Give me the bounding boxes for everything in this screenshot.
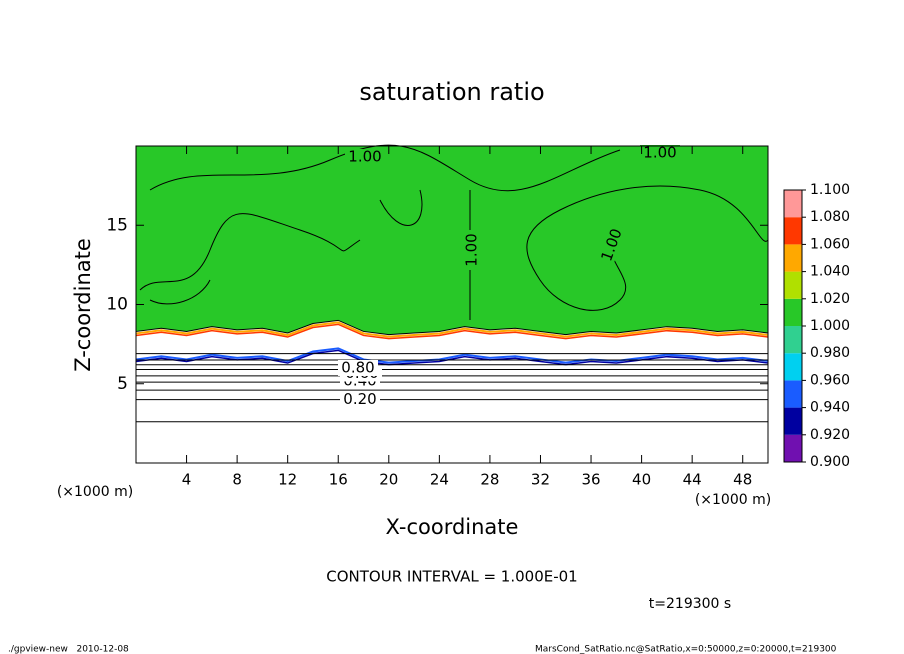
contour-label: 0.20 bbox=[343, 390, 376, 408]
y-tick-label: 5 bbox=[117, 374, 128, 394]
contour-label-bg bbox=[340, 391, 380, 408]
contour-label-bg bbox=[345, 149, 385, 165]
contour-label-bg bbox=[338, 359, 378, 376]
colorbar-label: 1.080 bbox=[810, 209, 850, 225]
contour-label-bg bbox=[464, 230, 480, 270]
edge-strip bbox=[135, 323, 769, 340]
colorbar-label: 0.960 bbox=[810, 372, 850, 388]
x-unit: (×1000 m) bbox=[695, 492, 771, 508]
contour-line bbox=[139, 213, 361, 291]
x-tick-label: 20 bbox=[379, 471, 398, 489]
contour-label: 0.80 bbox=[341, 358, 374, 376]
colorbar-label: 1.020 bbox=[810, 291, 850, 307]
colorbar-swatch bbox=[784, 244, 802, 272]
y-axis-label: Z-coordinate bbox=[71, 238, 95, 372]
colorbar-swatch bbox=[784, 380, 802, 408]
colorbar-label: 0.940 bbox=[810, 400, 850, 416]
footer-right: MarsCond_SatRatio.nc@SatRatio,x=0:50000,… bbox=[535, 645, 837, 654]
colorbar-label: 0.980 bbox=[810, 345, 850, 361]
x-tick-label: 32 bbox=[531, 471, 550, 489]
contour-label: 1.00 bbox=[463, 233, 481, 266]
colorbar-label: 0.900 bbox=[810, 454, 850, 470]
x-tick-label: 8 bbox=[232, 471, 242, 489]
x-axis-label: X-coordinate bbox=[386, 515, 519, 539]
colorbar-label: 0.920 bbox=[810, 427, 850, 443]
y-tick-label: 10 bbox=[106, 295, 128, 315]
colorbar-swatch bbox=[784, 217, 802, 245]
y-tick-label: 15 bbox=[106, 215, 128, 235]
x-tick-label: 36 bbox=[581, 471, 600, 489]
x-tick-label: 40 bbox=[632, 471, 651, 489]
colorbar-swatch bbox=[784, 407, 802, 435]
x-tick-label: 16 bbox=[329, 471, 348, 489]
colorbar-swatch bbox=[784, 326, 802, 354]
interval-note: CONTOUR INTERVAL = 1.000E-01 bbox=[326, 568, 577, 586]
colorbar-swatch bbox=[784, 271, 802, 299]
x-tick-label: 44 bbox=[683, 471, 702, 489]
x-tick-label: 48 bbox=[733, 471, 752, 489]
contour-label: 1.00 bbox=[348, 148, 381, 166]
colorbar-label: 1.100 bbox=[810, 182, 850, 198]
saturated-region bbox=[135, 145, 769, 336]
x-tick-label: 4 bbox=[182, 471, 192, 489]
x-tick-label: 24 bbox=[430, 471, 449, 489]
contour-label-bg bbox=[640, 145, 680, 161]
colorbar-label: 1.040 bbox=[810, 264, 850, 280]
chart-title: saturation ratio bbox=[359, 78, 544, 106]
colorbar-label: 1.000 bbox=[810, 318, 850, 334]
colorbar-swatch bbox=[784, 190, 802, 218]
x-tick-label: 12 bbox=[278, 471, 297, 489]
colorbar-swatch bbox=[784, 434, 802, 462]
contour-label-bg bbox=[597, 223, 627, 267]
contour-label: 1.00 bbox=[643, 144, 676, 162]
time-note: t=219300 s bbox=[649, 596, 731, 612]
y-unit: (×1000 m) bbox=[57, 484, 133, 500]
edge-strip bbox=[135, 321, 769, 338]
colorbar-label: 1.060 bbox=[810, 236, 850, 252]
contour-line bbox=[379, 189, 423, 226]
contour-line bbox=[526, 185, 769, 311]
colorbar-swatch bbox=[784, 298, 802, 326]
contour-line bbox=[149, 279, 211, 305]
footer-left: ./gpview-new 2010-12-08 bbox=[8, 645, 129, 654]
x-tick-label: 28 bbox=[480, 471, 499, 489]
edge-strip bbox=[135, 347, 769, 364]
colorbar-swatch bbox=[784, 353, 802, 381]
